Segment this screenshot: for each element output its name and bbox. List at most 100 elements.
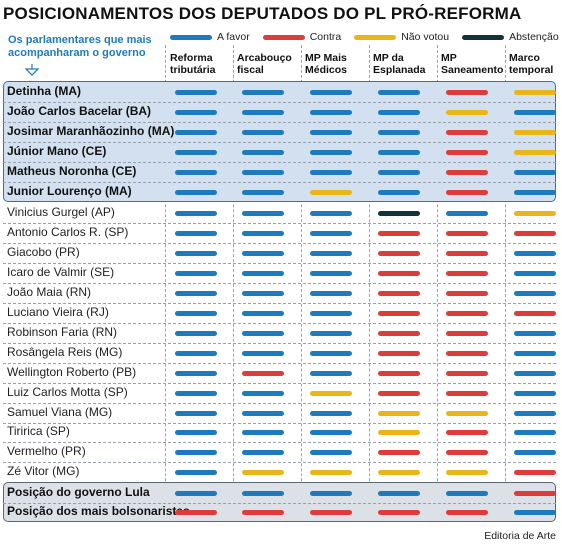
vote-bar-favor <box>242 150 284 155</box>
legend-label: Abstenção <box>509 31 559 43</box>
table-row: João Carlos Bacelar (BA) <box>0 102 562 122</box>
vote-bar-contra <box>378 350 420 356</box>
row-separator <box>3 342 556 344</box>
column-header: Reforma tributária <box>170 52 216 76</box>
vote-bar-favor <box>175 170 217 175</box>
legend-label: Não votou <box>401 31 450 43</box>
table-row: Rosângela Reis (MG) <box>0 343 562 363</box>
vote-bar-favor <box>310 290 352 296</box>
vote-bar-favor <box>446 491 488 496</box>
row-label: Vermelho (PR) <box>7 444 86 459</box>
row-label: Icaro de Valmir (SE) <box>7 264 115 279</box>
chart-title: POSICIONAMENTOS DOS DEPUTADOS DO PL PRÓ-… <box>3 4 522 23</box>
vote-bar-favor <box>175 430 217 436</box>
vote-bar-favor <box>514 450 556 456</box>
vote-bar-favor <box>175 110 217 115</box>
row-label: Giacobo (PR) <box>7 244 80 259</box>
vote-bar-favor <box>310 230 352 236</box>
vote-bar-contra <box>446 90 488 95</box>
table-row: Robinson Faria (RN) <box>0 323 562 343</box>
vote-bar-favor <box>310 130 352 135</box>
row-label: Detinha (MA) <box>7 84 81 98</box>
vote-bar-contra <box>446 270 488 276</box>
row-label: Luiz Carlos Motta (SP) <box>7 384 128 399</box>
legend-item-abstencao: Abstenção <box>462 31 559 43</box>
vote-bar-favor <box>242 230 284 236</box>
column-header: Marco temporal <box>509 52 554 76</box>
vote-bar-nao_votou <box>310 470 352 476</box>
vote-bar-favor <box>175 350 217 356</box>
vote-bar-favor <box>242 450 284 456</box>
table-row: Matheus Noronha (CE) <box>0 162 562 182</box>
table-row: Luciano Vieira (RJ) <box>0 303 562 323</box>
vote-bar-favor <box>242 410 284 416</box>
table-row: Júnior Mano (CE) <box>0 142 562 162</box>
vote-bar-favor <box>446 211 488 216</box>
vote-bar-nao_votou <box>446 470 488 476</box>
vote-bar-nao_votou <box>514 90 556 95</box>
vote-bar-favor <box>514 510 556 515</box>
vote-bar-nao_votou <box>514 211 556 216</box>
vote-bar-contra <box>446 170 488 175</box>
vote-bar-contra <box>446 510 488 515</box>
row-label: Junior Lourenço (MA) <box>7 184 132 198</box>
vote-bar-abstencao <box>378 211 420 216</box>
vote-bar-nao_votou <box>446 110 488 115</box>
row-label: João Maia (RN) <box>7 284 92 299</box>
vote-bar-favor <box>378 110 420 115</box>
vote-bar-favor <box>175 211 217 216</box>
vote-bar-contra <box>446 150 488 155</box>
vote-bar-contra <box>378 450 420 456</box>
vote-bar-favor <box>175 290 217 296</box>
vote-bar-favor <box>175 450 217 456</box>
vote-bar-favor <box>242 330 284 336</box>
vote-bar-favor <box>310 450 352 456</box>
vote-bar-contra <box>446 370 488 376</box>
row-separator <box>3 422 556 424</box>
vote-bar-favor <box>514 370 556 376</box>
row-separator <box>3 382 556 384</box>
column-header: MP da Esplanada <box>373 52 426 76</box>
column-header: Arcabouço fiscal <box>237 52 292 76</box>
table-row: Samuel Viana (MG) <box>0 403 562 423</box>
row-label: Rosângela Reis (MG) <box>7 344 123 359</box>
vote-bar-contra <box>378 510 420 515</box>
vote-bar-favor <box>514 110 556 115</box>
vote-bar-contra <box>514 470 556 476</box>
vote-bar-nao_votou <box>310 390 352 396</box>
table-row: Luiz Carlos Motta (SP) <box>0 383 562 403</box>
legend-label: Contra <box>309 31 342 43</box>
row-separator <box>3 223 556 224</box>
row-separator <box>3 102 556 103</box>
vote-bar-contra <box>446 130 488 135</box>
row-label: Robinson Faria (RN) <box>7 324 118 339</box>
vote-bar-favor <box>242 110 284 115</box>
column-header: MP Saneamento <box>441 52 504 76</box>
vote-bar-contra <box>514 310 556 316</box>
row-separator <box>3 322 556 324</box>
table-row: Wellington Roberto (PB) <box>0 363 562 383</box>
legend-item-favor: A favor <box>170 31 250 43</box>
credit: Editoria de Arte <box>484 530 556 542</box>
vote-bar-favor <box>175 230 217 236</box>
down-arrow-icon <box>25 64 39 76</box>
vote-bar-favor <box>175 150 217 155</box>
vote-bar-favor <box>514 350 556 356</box>
vote-bar-favor <box>514 430 556 436</box>
vote-bar-favor <box>310 350 352 356</box>
vote-bar-contra <box>446 450 488 456</box>
legend-swatch-favor <box>170 34 212 40</box>
vote-bar-favor <box>310 310 352 316</box>
table-row: Vermelho (PR) <box>0 442 562 462</box>
vote-bar-contra <box>378 390 420 396</box>
legend-swatch-nao_votou <box>354 34 397 40</box>
vote-bar-favor <box>378 190 420 195</box>
row-label: Matheus Noronha (CE) <box>7 164 137 178</box>
row-label: Antonio Carlos R. (SP) <box>7 224 129 239</box>
vote-bar-favor <box>310 90 352 95</box>
column-header: MP Mais Médicos <box>305 52 348 76</box>
vote-bar-favor <box>242 310 284 316</box>
vote-bar-favor <box>175 491 217 496</box>
legend-swatch-abstencao <box>462 34 505 40</box>
vote-bar-favor <box>242 130 284 135</box>
